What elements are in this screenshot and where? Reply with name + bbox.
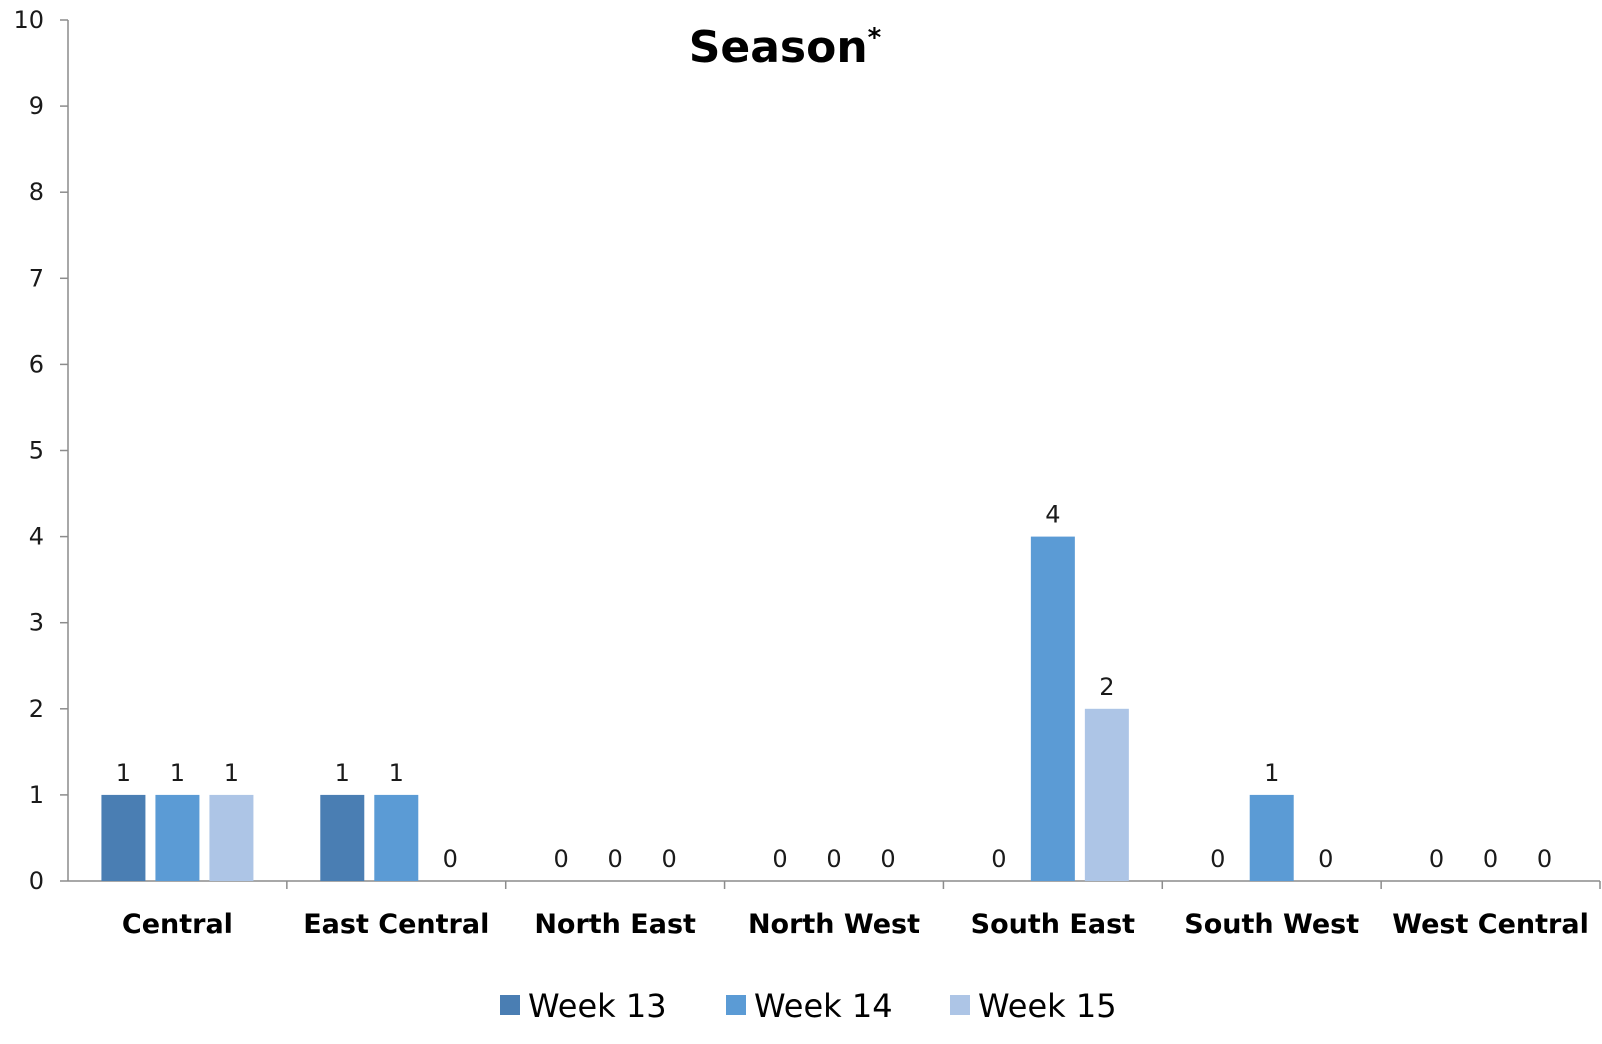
bar [209, 794, 254, 881]
data-labels: 1 1 1 1 1 0 0 0 0 0 0 0 0 4 2 0 1 0 0 0 0 [116, 501, 1552, 873]
y-tick-label: 7 [29, 264, 44, 292]
y-tick-label: 5 [29, 437, 44, 465]
data-label: 1 [335, 759, 350, 787]
bar [1084, 708, 1129, 881]
data-label: 0 [662, 845, 677, 873]
data-label: 2 [1099, 673, 1114, 701]
bar [1249, 794, 1294, 881]
category-label: South East [971, 909, 1135, 940]
chart-title: Season* [689, 22, 882, 73]
legend: Week 13 Week 14 Week 15 [500, 987, 1117, 1025]
legend-label: Week 13 [528, 987, 667, 1025]
data-label: 0 [880, 845, 895, 873]
data-label: 0 [772, 845, 787, 873]
y-tick-label: 10 [13, 6, 44, 34]
category-label: East Central [303, 909, 489, 940]
legend-label: Week 14 [754, 987, 893, 1025]
y-tick-label: 9 [29, 92, 44, 120]
data-label: 0 [1537, 845, 1552, 873]
data-label: 0 [826, 845, 841, 873]
category-label: Central [122, 909, 233, 940]
category-label: West Central [1392, 909, 1589, 940]
y-tick-label: 3 [29, 609, 44, 637]
data-label: 4 [1045, 501, 1060, 529]
title-marker: * [868, 23, 882, 53]
y-tick-label: 8 [29, 178, 44, 206]
bar [1030, 536, 1075, 881]
legend-swatch [500, 995, 520, 1015]
legend-label: Week 15 [978, 987, 1117, 1025]
legend-swatch [950, 995, 970, 1015]
data-label: 0 [1429, 845, 1444, 873]
y-tick-label: 1 [29, 781, 44, 809]
bar [374, 794, 419, 881]
data-label: 1 [224, 759, 239, 787]
data-label: 0 [608, 845, 623, 873]
y-tick-label: 0 [29, 867, 44, 895]
bar [320, 794, 365, 881]
legend-swatch [726, 995, 746, 1015]
data-label: 0 [1483, 845, 1498, 873]
data-label: 0 [443, 845, 458, 873]
data-label: 1 [389, 759, 404, 787]
y-tick-label: 4 [29, 523, 44, 551]
category-label: North East [534, 909, 696, 940]
data-label: 0 [1318, 845, 1333, 873]
bar [101, 794, 146, 881]
data-label: 1 [170, 759, 185, 787]
y-tick-label: 6 [29, 350, 44, 378]
data-label: 0 [1210, 845, 1225, 873]
category-label: North West [748, 909, 920, 940]
bars [101, 536, 1294, 881]
data-label: 1 [116, 759, 131, 787]
data-label: 0 [991, 845, 1006, 873]
category-labels: Central East Central North East North West S… [122, 909, 1589, 940]
data-label: 0 [554, 845, 569, 873]
data-label: 1 [1264, 759, 1279, 787]
bar [155, 794, 200, 881]
y-tick-label: 2 [29, 695, 44, 723]
category-label: South West [1184, 909, 1359, 940]
